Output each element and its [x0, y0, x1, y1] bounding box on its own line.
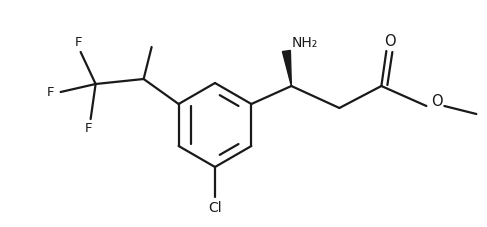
Text: F: F [85, 121, 93, 135]
Text: O: O [385, 34, 396, 49]
Text: F: F [47, 86, 55, 99]
Text: NH₂: NH₂ [291, 36, 318, 50]
Text: O: O [431, 94, 443, 109]
Text: Cl: Cl [208, 201, 222, 215]
Text: F: F [75, 37, 82, 49]
Polygon shape [282, 50, 291, 86]
